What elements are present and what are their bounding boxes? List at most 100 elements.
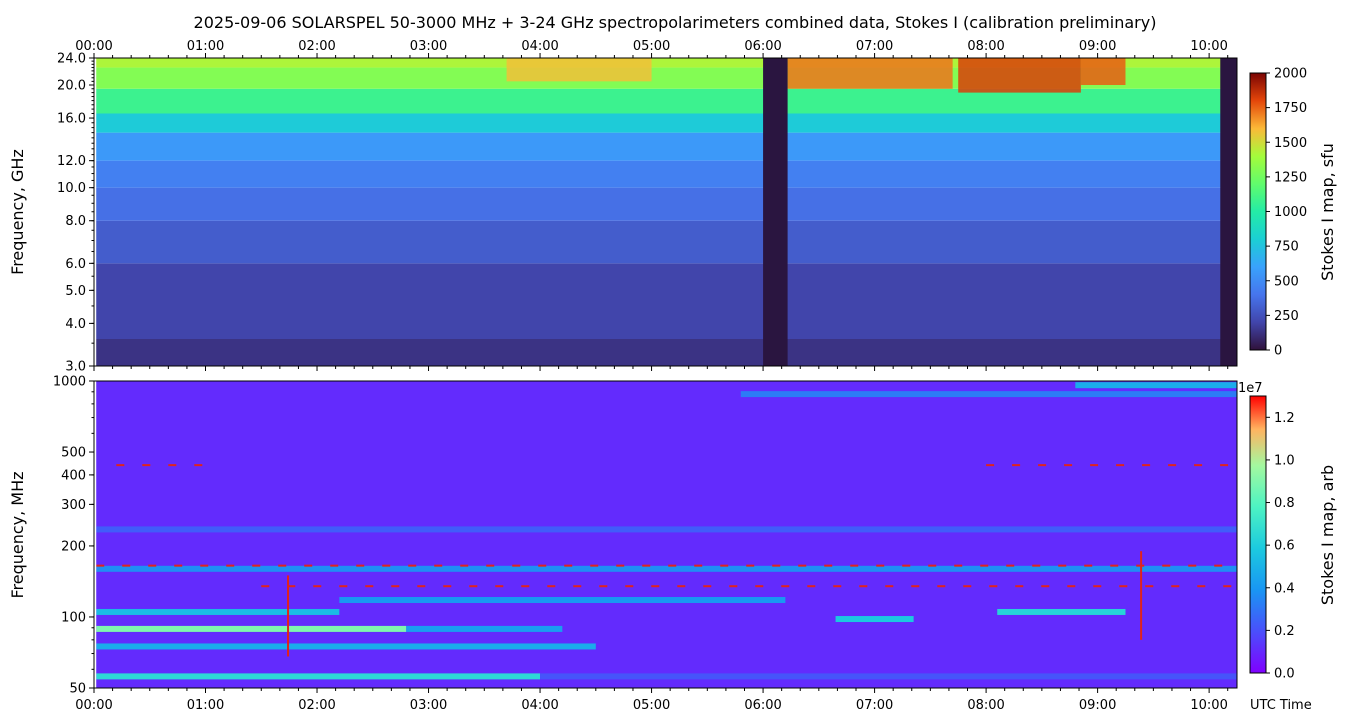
rfi-dash: [200, 564, 209, 567]
heatmap-enhancement: [958, 58, 1081, 93]
colorbar-tick-label: 1.0: [1274, 453, 1295, 468]
emission-line: [96, 526, 1237, 533]
rfi-dash: [564, 564, 573, 567]
x-tick-label: 05:00: [633, 39, 670, 54]
rfi-dash: [876, 564, 885, 567]
colorbar-tick-label: 0: [1274, 344, 1282, 359]
emission-line: [96, 643, 596, 650]
x-tick-label: 10:00: [1190, 698, 1227, 713]
x-tick-label: 06:00: [744, 698, 781, 713]
colorbar-tick-label: 2000: [1274, 67, 1307, 82]
heatmap-background: [94, 381, 1237, 688]
rfi-dash: [1110, 564, 1119, 567]
y-tick-label: 8.0: [65, 214, 86, 229]
rfi-dash: [1090, 464, 1099, 467]
heatmap-band: [94, 58, 1237, 68]
rfi-dash: [980, 564, 989, 567]
x-tick-label: 09:00: [1079, 39, 1116, 54]
rfi-dash: [772, 564, 781, 567]
x-tick-label: 07:00: [856, 698, 893, 713]
rfi-dash: [859, 585, 868, 588]
y-tick-label: 4.0: [65, 317, 86, 332]
rfi-dash: [122, 564, 131, 567]
emission-line: [835, 616, 914, 623]
colorbar-tick-label: 1750: [1274, 101, 1307, 116]
heatmap-band: [94, 113, 1237, 133]
rfi-dash: [1032, 564, 1041, 567]
rfi-dash: [694, 564, 703, 567]
rfi-dash: [590, 564, 599, 567]
heatmap-band: [94, 187, 1237, 221]
lower-x-ticks: 00:00 01:00 02:00 03:00 04:00 05:00 06:00 07:00…: [75, 688, 1229, 713]
rfi-dash: [1067, 585, 1076, 588]
x-axis-label: UTC Time: [1250, 698, 1312, 713]
heatmap-band: [94, 88, 1237, 114]
colorbar-tick-label: 1.2: [1274, 411, 1295, 426]
colorbar-tick-label: 750: [1274, 240, 1299, 255]
rfi-dash: [287, 585, 296, 588]
rfi-dash: [168, 464, 177, 467]
lower-panel-frame: [93, 380, 1238, 689]
rfi-dash: [1188, 564, 1197, 567]
rfi-dash: [746, 564, 755, 567]
rfi-dash: [1171, 585, 1180, 588]
rfi-dash: [807, 585, 816, 588]
colorbar-tick-label: 0.8: [1274, 496, 1295, 511]
x-tick-label: 01:00: [187, 698, 224, 713]
rfi-dash: [1116, 464, 1125, 467]
rfi-dash: [339, 585, 348, 588]
y-tick-label: 24.0: [57, 52, 86, 67]
rfi-dash: [798, 564, 807, 567]
burst-mark: [287, 575, 290, 657]
heatmap-band: [94, 160, 1237, 188]
rfi-dash: [365, 585, 374, 588]
x-tick-label: 06:00: [744, 39, 781, 54]
rfi-dash: [720, 564, 729, 567]
lower-y-ticks: 50 100 200 300 400 500 1000: [53, 375, 94, 697]
heatmap-enhancement: [506, 58, 652, 82]
rfi-dash: [1168, 464, 1177, 467]
emission-line: [339, 597, 786, 604]
rfi-dash: [963, 585, 972, 588]
x-tick-label: 08:00: [967, 698, 1004, 713]
no-data-gap: [94, 381, 97, 688]
rfi-dash: [512, 564, 521, 567]
x-tick-label: 09:00: [1079, 698, 1116, 713]
rfi-dash: [642, 564, 651, 567]
rfi-dash: [986, 464, 995, 467]
x-tick-label: 00:00: [75, 39, 112, 54]
rfi-dash: [443, 585, 452, 588]
emission-line: [96, 673, 541, 680]
colorbar-tick-label: 1500: [1274, 136, 1307, 151]
x-tick-label: 08:00: [967, 39, 1004, 54]
rfi-dash: [1006, 564, 1015, 567]
rfi-dash: [330, 564, 339, 567]
colorbar-tick-label: 250: [1274, 309, 1299, 324]
colorbar-tick-label: 0.0: [1274, 667, 1295, 682]
rfi-dash: [434, 564, 443, 567]
emission-line: [96, 565, 1237, 572]
rfi-dash: [148, 564, 157, 567]
y-tick-label: 50: [69, 682, 86, 697]
rfi-dash: [252, 564, 261, 567]
x-tick-label: 10:00: [1190, 39, 1227, 54]
rfi-dash: [954, 564, 963, 567]
rfi-dash: [729, 585, 738, 588]
x-tick-label: 04:00: [521, 39, 558, 54]
no-data-gap: [763, 58, 788, 366]
figure-title: 2025-09-06 SOLARSPEL 50-3000 MHz + 3-24 …: [194, 13, 1157, 32]
x-tick-label: 07:00: [856, 39, 893, 54]
rfi-dash: [1119, 585, 1128, 588]
y-tick-label: 12.0: [57, 154, 86, 169]
x-tick-label: 02:00: [298, 698, 335, 713]
upper-y-axis-label: Frequency, GHz: [8, 149, 27, 275]
upper-x-ticks: 00:00 01:00 02:00 03:00 04:00 05:00 06:00 07:00…: [75, 39, 1229, 371]
rfi-dash: [755, 585, 764, 588]
rfi-dash: [408, 564, 417, 567]
rfi-dash: [833, 585, 842, 588]
rfi-dash: [1142, 464, 1151, 467]
x-tick-label: 04:00: [521, 698, 558, 713]
emission-line: [96, 608, 340, 615]
y-tick-label: 16.0: [57, 112, 86, 127]
emission-line: [406, 625, 563, 632]
